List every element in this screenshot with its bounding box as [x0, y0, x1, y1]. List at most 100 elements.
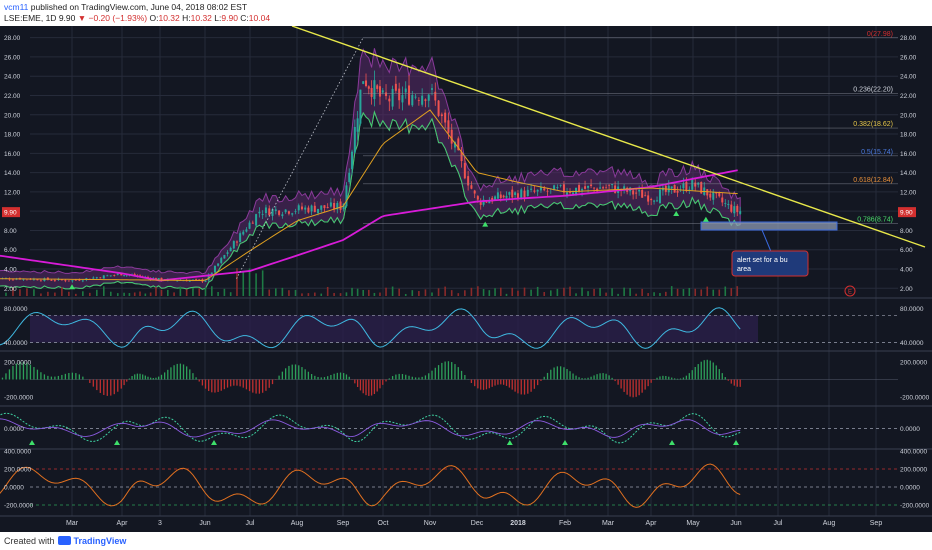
- x-tick-label: Aug: [823, 520, 836, 527]
- volume-bar: [173, 292, 175, 296]
- candle-body: [284, 209, 287, 213]
- candle-body: [647, 195, 650, 202]
- y-tick-left: 28.00: [4, 35, 21, 42]
- candle-body: [494, 196, 497, 200]
- cci-tick-left: 200.0000: [4, 467, 31, 474]
- candle-body: [559, 185, 562, 186]
- candle-body: [556, 187, 559, 189]
- volume-bar: [379, 292, 381, 296]
- fib-level-label: 0(27.98): [867, 31, 893, 38]
- candle-body: [242, 231, 245, 235]
- y-tick-right: 26.00: [900, 54, 917, 61]
- publisher-line: vcm11 published on TradingView.com, June…: [4, 2, 247, 12]
- candle-body: [709, 193, 712, 198]
- volume-bar: [477, 286, 479, 296]
- candle-body: [213, 265, 216, 273]
- momentum-arrow: [211, 440, 217, 445]
- candle-body: [64, 280, 67, 282]
- volume-bar: [482, 289, 485, 296]
- callout-text-line2: area: [737, 266, 751, 273]
- candle-body: [473, 190, 476, 194]
- volume-bar: [211, 286, 213, 296]
- momentum-arrow: [114, 440, 120, 445]
- bollinger-lower-line: [0, 110, 741, 290]
- volume-bar: [33, 289, 35, 296]
- x-tick-label: Mar: [66, 520, 79, 527]
- candle-body: [251, 222, 254, 224]
- y-tick-right: 20.00: [900, 112, 917, 119]
- candle-body: [255, 214, 258, 226]
- momentum-tick-right: 0.0000: [900, 426, 920, 433]
- volume-bar: [629, 288, 631, 296]
- y-tick-right: 4.00: [900, 267, 913, 274]
- candle-body: [326, 207, 329, 209]
- candle-body: [99, 277, 102, 279]
- y-tick-left: 2.00: [4, 286, 17, 293]
- macd-histogram: [1, 359, 741, 398]
- candle-body: [733, 206, 736, 214]
- tradingview-brand[interactable]: TradingView: [73, 536, 127, 546]
- candle-body: [217, 263, 220, 266]
- volume-bar: [26, 288, 28, 296]
- candle-body: [691, 179, 694, 190]
- candle-body: [447, 120, 450, 133]
- signal-arrow: [702, 216, 709, 222]
- candle-body: [268, 208, 271, 216]
- volume-bar: [575, 293, 577, 296]
- last-price-label-left: 9.90: [4, 210, 17, 217]
- candle-body: [488, 200, 491, 204]
- volume-bar: [236, 268, 238, 296]
- candle-body: [53, 280, 56, 281]
- symbol-label[interactable]: LSE:EME, 1D: [4, 13, 57, 23]
- volume-bars: [5, 268, 739, 296]
- volume-bar: [457, 293, 460, 296]
- candle-body: [539, 187, 542, 191]
- candle-body: [342, 203, 345, 210]
- candle-body: [721, 197, 724, 203]
- candle-body: [536, 189, 539, 192]
- x-tick-label: Apr: [646, 520, 658, 527]
- candle-body: [700, 181, 703, 194]
- author-link[interactable]: vcm11: [4, 2, 29, 12]
- candle-body: [553, 185, 556, 191]
- volume-bar: [229, 292, 232, 296]
- candle-body: [367, 86, 370, 89]
- y-tick-right: 14.00: [900, 170, 917, 177]
- volume-bar: [464, 290, 466, 296]
- volume-bar: [320, 293, 323, 296]
- volume-bar: [593, 288, 595, 296]
- volume-bar: [511, 287, 514, 296]
- candle-body: [431, 88, 434, 90]
- candle-body: [261, 214, 264, 216]
- candle-body: [60, 279, 63, 281]
- event-marker: [844, 285, 856, 297]
- volume-bar: [139, 291, 141, 296]
- callout-box: [731, 250, 809, 277]
- candle-body: [39, 280, 42, 282]
- candle-body: [291, 213, 294, 215]
- candle-body: [120, 273, 123, 276]
- candle-body: [682, 183, 685, 189]
- volume-bar: [730, 288, 733, 296]
- volume-bar: [185, 289, 188, 296]
- momentum-line: [0, 412, 741, 444]
- chart-canvas[interactable]: 0(27.98) 0.236(22.20) 0.382(18.62) 0.5(15.7…: [0, 26, 932, 532]
- candle-body: [232, 241, 235, 249]
- candle-body: [502, 195, 505, 198]
- candle-body: [116, 273, 119, 275]
- candle-body: [414, 96, 417, 98]
- symbol-line: LSE:EME, 1D 9.90 ▼ −0.20 (−1.93%) O:10.3…: [4, 13, 270, 23]
- candle-body: [718, 192, 721, 197]
- volume-bar: [339, 293, 342, 296]
- candle-body: [508, 192, 511, 195]
- y-tick-left: 16.00: [4, 151, 21, 158]
- x-tick-label: Jun: [730, 520, 741, 527]
- x-tick-label: Dec: [471, 520, 484, 527]
- candle-body: [440, 114, 443, 117]
- volume-bar: [160, 289, 163, 296]
- x-tick-label: Apr: [117, 520, 129, 527]
- volume-bar: [647, 293, 649, 296]
- volume-bar: [326, 286, 329, 296]
- volume-bar: [641, 288, 643, 296]
- open-label: O:: [149, 13, 159, 23]
